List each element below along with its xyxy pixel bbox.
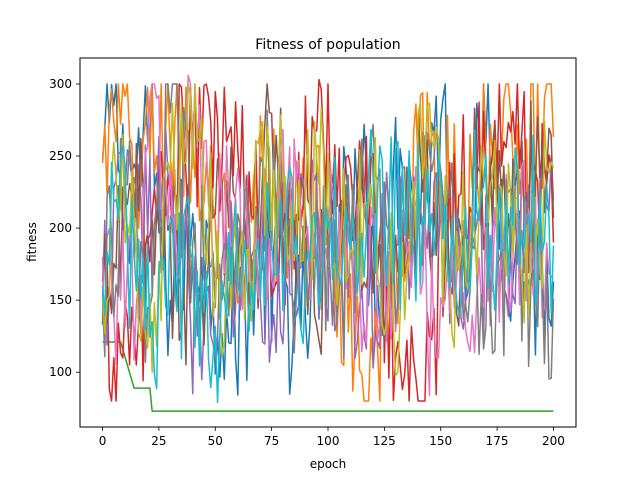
x-tick-label: 25 — [151, 434, 166, 448]
x-axis: 0 25 50 75 100 125 150 175 200 — [99, 427, 565, 448]
y-tick-label: 150 — [49, 293, 72, 307]
series-line-4 — [101, 78, 555, 402]
x-tick-label: 0 — [99, 434, 107, 448]
y-tick-label: 250 — [49, 149, 72, 163]
series-line-8 — [101, 83, 555, 380]
x-axis-label: epoch — [310, 457, 347, 471]
x-tick-label: 50 — [208, 434, 223, 448]
series-line-3 — [102, 341, 554, 412]
x-tick-label: 200 — [542, 434, 565, 448]
series-line-6 — [101, 83, 555, 366]
chart-title: Fitness of population — [255, 37, 400, 53]
series-layer — [101, 74, 555, 412]
y-tick-label: 100 — [49, 365, 72, 379]
x-tick-label: 75 — [264, 434, 279, 448]
y-tick-label: 300 — [49, 77, 72, 91]
series-line-10 — [101, 128, 555, 404]
y-tick-label: 200 — [49, 221, 72, 235]
x-tick-label: 175 — [486, 434, 509, 448]
series-line-9 — [101, 83, 555, 376]
y-axis-label: fitness — [25, 222, 39, 262]
y-axis: 100 150 200 250 300 — [49, 77, 80, 379]
x-tick-label: 125 — [373, 434, 396, 448]
x-tick-label: 150 — [429, 434, 452, 448]
x-tick-label: 100 — [317, 434, 340, 448]
